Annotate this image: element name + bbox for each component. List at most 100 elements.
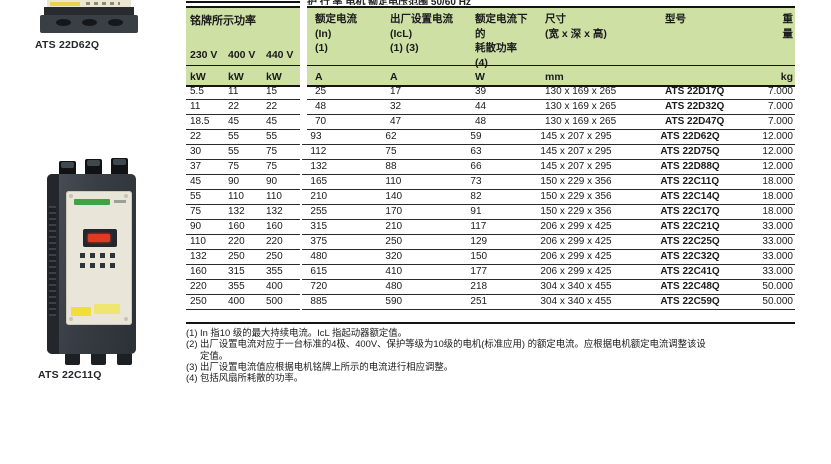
- cell-kw-230v: 22: [190, 131, 202, 142]
- cell-dimensions: 145 x 207 x 295: [540, 161, 612, 172]
- cell-model: ATS 22C59Q: [660, 296, 720, 307]
- cell-model: ATS 22C17Q: [660, 206, 720, 217]
- header-title: 铭牌所示功率: [190, 15, 256, 27]
- footnote-text: 包括风扇所耗散的功率。: [200, 372, 304, 384]
- unit-a: A: [315, 71, 323, 83]
- cell-factory-current: 88: [385, 161, 397, 172]
- table-row: 90 160 160 315 210 117 206 x 299 x 425 A…: [186, 220, 795, 235]
- clipped-row-fragment: 护 行 率 电机 额定电压范围 50/60 Hz: [307, 0, 795, 5]
- cell-model: ATS 22D62Q: [660, 131, 720, 142]
- cell-kw-400v: 315: [228, 266, 245, 277]
- unit-none: [657, 71, 767, 83]
- cell-dissipated-power: 129: [470, 236, 488, 247]
- voltage-440: 440 V: [266, 49, 294, 61]
- cell-dimensions: 206 x 299 x 425: [540, 221, 612, 232]
- table-row: 18.5 45 45 70 47 48 130 x 169 x 265 ATS …: [186, 115, 795, 130]
- cell-rated-current: 25: [315, 86, 327, 97]
- cell-weight: 50.000: [762, 281, 793, 292]
- cell-kw-440v: 55: [266, 131, 278, 142]
- footnotes: (1) In 指10 级的最大持续电流。IcL 指起动器额定值。 (2) 出厂设…: [186, 327, 795, 383]
- device-yellow-label: [50, 2, 80, 6]
- cell-rated-current: 315: [310, 221, 328, 232]
- cell-dissipated-power: 63: [470, 146, 482, 157]
- cell-rated-current: 255: [310, 206, 328, 217]
- cell-weight: 12.000: [762, 131, 793, 142]
- cell-weight: 18.000: [762, 191, 793, 202]
- col-dimensions: 尺寸 (宽 x 深 x 高): [545, 13, 607, 40]
- photo-caption-bottom: ATS 22C11Q: [38, 369, 102, 381]
- cell-weight: 7.000: [767, 101, 793, 112]
- cell-model: ATS 22C32Q: [660, 251, 720, 262]
- header-nameplate-power: 铭牌所示功率 230 V 400 V 440 V kW kW kW: [186, 6, 300, 87]
- cell-kw-440v: 355: [266, 266, 283, 277]
- header-ratings: 额定电流 (In) (1) 出厂设置电流 (IcL) (1) (3) 额定电流下…: [307, 6, 795, 87]
- cell-kw-230v: 110: [190, 236, 206, 247]
- cell-kw-440v: 110: [266, 191, 282, 202]
- device-terminal-marks: [86, 2, 120, 5]
- cell-kw-230v: 250: [190, 296, 207, 307]
- cell-kw-440v: 132: [266, 206, 283, 217]
- cell-weight: 33.000: [762, 251, 793, 262]
- cell-dissipated-power: 117: [470, 221, 487, 232]
- cell-dissipated-power: 150: [470, 251, 488, 262]
- table-row: 250 400 500 885 590 251 304 x 340 x 455 …: [186, 295, 795, 310]
- header-divider: [186, 65, 300, 67]
- units-row-right: A A W mm kg: [307, 71, 795, 83]
- cell-rated-current: 70: [315, 116, 327, 127]
- terminal-hole: [82, 19, 97, 26]
- unit-kw: kW: [228, 71, 244, 83]
- cell-rated-current: 480: [310, 251, 328, 262]
- cell-dissipated-power: 44: [475, 101, 487, 112]
- cell-factory-current: 210: [385, 221, 403, 232]
- cell-dissipated-power: 59: [470, 131, 482, 142]
- footnote-marker: (3): [186, 360, 198, 372]
- footnote-marker: (4): [186, 372, 198, 384]
- cell-kw-440v: 22: [266, 101, 278, 112]
- cell-kw-400v: 55: [228, 146, 240, 157]
- cell-rated-current: 720: [310, 281, 328, 292]
- cell-factory-current: 590: [385, 296, 403, 307]
- footnote-marker: [186, 350, 200, 361]
- device-front-panel: [66, 191, 132, 325]
- device-lower-cover: [44, 7, 134, 15]
- table-body: 5.5 11 15 25 17 39 130 x 169 x 265 ATS 2…: [186, 85, 795, 310]
- cell-dimensions: 304 x 340 x 455: [540, 281, 612, 292]
- product-photo-soft-starter: [35, 158, 147, 366]
- footnote-text: 出厂设置电流值应根据电机铭牌上所示的电流进行相应调整。: [200, 360, 454, 372]
- cell-model: ATS 22D32Q: [665, 101, 725, 112]
- cell-dimensions: 206 x 299 x 425: [540, 266, 612, 277]
- cell-dimensions: 130 x 169 x 265: [545, 116, 617, 127]
- warning-label: [71, 307, 91, 316]
- heatsink-vents: [49, 206, 56, 316]
- unit-kg: kg: [780, 71, 793, 83]
- panel-screw: [69, 317, 73, 321]
- cell-weight: 50.000: [762, 296, 793, 307]
- cell-dissipated-power: 39: [475, 86, 487, 97]
- cell-factory-current: 170: [385, 206, 403, 217]
- cell-model: ATS 22D17Q: [665, 86, 725, 97]
- footnote-marker: (1): [186, 327, 198, 338]
- display-digits: [88, 234, 110, 242]
- table-gutter: [300, 85, 307, 100]
- cell-kw-400v: 160: [228, 221, 245, 232]
- cell-kw-230v: 18.5: [190, 116, 210, 127]
- cell-weight: 33.000: [762, 266, 793, 277]
- header-divider: [307, 65, 795, 67]
- cell-kw-400v: 355: [228, 281, 245, 292]
- cell-dimensions: 130 x 169 x 265: [545, 101, 617, 112]
- device-terminal-block: [40, 15, 138, 33]
- footnote-text: 出厂设置电流对应于一台标准的4极、400V、保护等级为10级的电机(标准应用) …: [200, 338, 706, 350]
- cell-kw-440v: 15: [266, 86, 278, 97]
- cell-model: ATS 22D47Q: [665, 116, 725, 127]
- cell-dissipated-power: 82: [470, 191, 482, 202]
- cell-model: ATS 22C41Q: [660, 266, 720, 277]
- cell-kw-400v: 220: [228, 236, 245, 247]
- cell-kw-400v: 110: [228, 191, 244, 202]
- product-photo-top: [38, 0, 140, 33]
- cell-factory-current: 250: [385, 236, 403, 247]
- voltage-row: 230 V 400 V 440 V: [186, 49, 300, 61]
- cell-kw-230v: 160: [190, 266, 207, 277]
- terminal-hole: [56, 19, 71, 26]
- unit-kw: kW: [190, 71, 206, 83]
